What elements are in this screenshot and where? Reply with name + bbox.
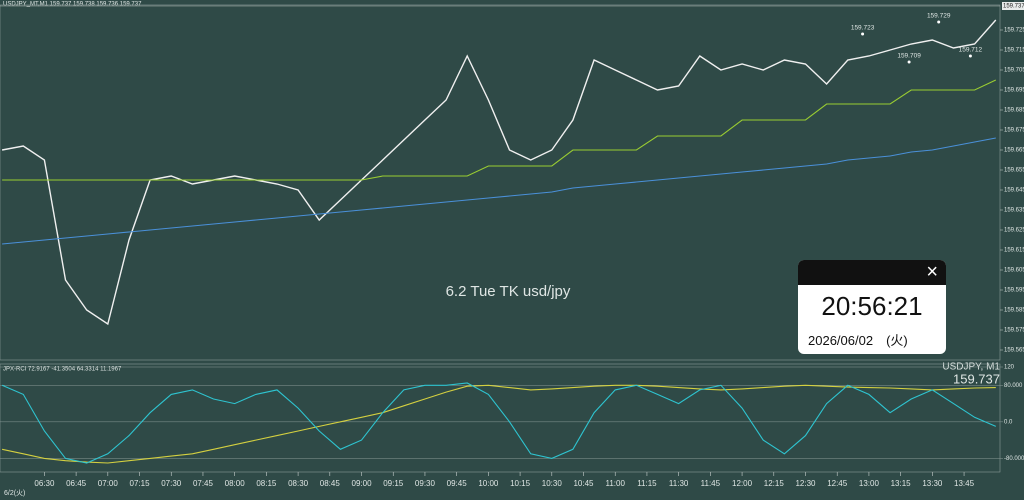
y-tick-label: 159.655 [1004,168,1024,174]
annotation: 6.2 Tue TK usd/jpy [446,283,571,300]
x-tick-label: 07:15 [130,479,151,488]
price-mark [968,54,972,58]
x-tick-label: 11:15 [637,479,657,488]
last-price-label: 159.737 [953,371,1000,386]
price-mark-label: 159.712 [959,47,983,54]
x-tick-label: 10:15 [510,479,531,488]
y-tick-label: 159.705 [1004,68,1024,74]
y-tick-label: 159.675 [1004,128,1024,134]
series-line [1,19,997,326]
series-line [1,384,996,464]
price-mark-label: 159.709 [897,53,921,60]
x-tick-label: 09:15 [383,479,404,488]
y-tick-label: 159.615 [1004,248,1024,254]
series-line [1,382,997,464]
x-tick-label: 10:00 [478,479,499,488]
x-tick-label: 08:00 [225,479,246,488]
y-tick-label: 159.565 [1004,348,1024,354]
x-tick-label: 12:15 [764,479,785,488]
x-tick-label: 13:30 [922,479,943,488]
y-tick-label: 80.000 [1004,383,1023,389]
x-tick-label: 13:00 [859,479,880,488]
x-tick-label: 12:30 [795,479,816,488]
x-tick-label: 11:00 [606,479,626,488]
x-tick-label: 09:45 [447,479,468,488]
x-tick-label: 09:00 [352,479,373,488]
y-tick-label: 0.0 [1004,419,1013,425]
y-tick-label: 159.575 [1004,328,1024,334]
x-tick-label: 10:45 [573,479,594,488]
y-tick-label: 159.645 [1004,188,1024,194]
clock-time: 20:56:21 [821,291,923,321]
y-tick-label: 159.685 [1004,108,1024,114]
y-tick-label: 159.665 [1004,148,1024,154]
x-tick-label: 13:45 [954,479,975,488]
series-line [2,79,997,181]
price-mark [907,60,911,64]
y-tick-label: 120 [1004,365,1015,371]
x-tick-label: 06:45 [66,479,87,488]
clock-widget: × 20:56:21 2026/06/02 (火) [798,260,946,354]
pane-border [0,4,1001,361]
x-tick-label: 13:15 [891,479,912,488]
close-button[interactable]: × [798,260,946,285]
x-tick-label: 11:45 [701,479,721,488]
x-tick-label: 08:15 [256,479,277,488]
y-tick-label: 159.715 [1004,48,1024,54]
price-mark-label: 159.723 [851,25,875,32]
price-mark [937,20,941,24]
y-tick-label: 159.585 [1004,308,1024,314]
chart-title: USDJPY_MT,M1 159.737 159.738 159.736 159… [3,2,142,8]
clock-date: 2026/06/02 (火) [808,333,908,348]
y-tick-label: 159.595 [1004,288,1024,294]
x-tick-label: 12:45 [827,479,848,488]
indicator-title: JPX-RCI 72.9167 -41.3504 64.3314 11.1967 [3,367,122,373]
y-tick-label: 159.625 [1004,228,1024,234]
y-tick-label: 159.635 [1004,208,1024,214]
x-tick-label: 08:45 [320,479,341,488]
series-line [2,137,996,245]
x-tick-label: 08:30 [288,479,309,488]
date-label: 6/2(火) [4,489,25,497]
x-tick-label: 10:30 [542,479,563,488]
y-tick-label: 159.725 [1004,28,1024,34]
x-tick-label: 12:00 [732,479,753,488]
pane-border [0,363,1001,473]
x-tick-label: 07:30 [161,479,182,488]
y-tick-label: -80.000 [1004,456,1024,462]
x-tick-label: 09:30 [415,479,436,488]
last-price-box [1002,2,1024,10]
last-price-tag: 159.737 [1003,4,1024,10]
price-mark-label: 159.729 [927,13,951,20]
y-tick-label: 159.695 [1004,88,1024,94]
y-tick-label: 159.605 [1004,268,1024,274]
price-mark [861,32,865,36]
x-tick-label: 06:30 [34,479,55,488]
x-tick-label: 07:00 [98,479,119,488]
x-tick-label: 11:30 [669,479,689,488]
x-tick-label: 07:45 [193,479,214,488]
